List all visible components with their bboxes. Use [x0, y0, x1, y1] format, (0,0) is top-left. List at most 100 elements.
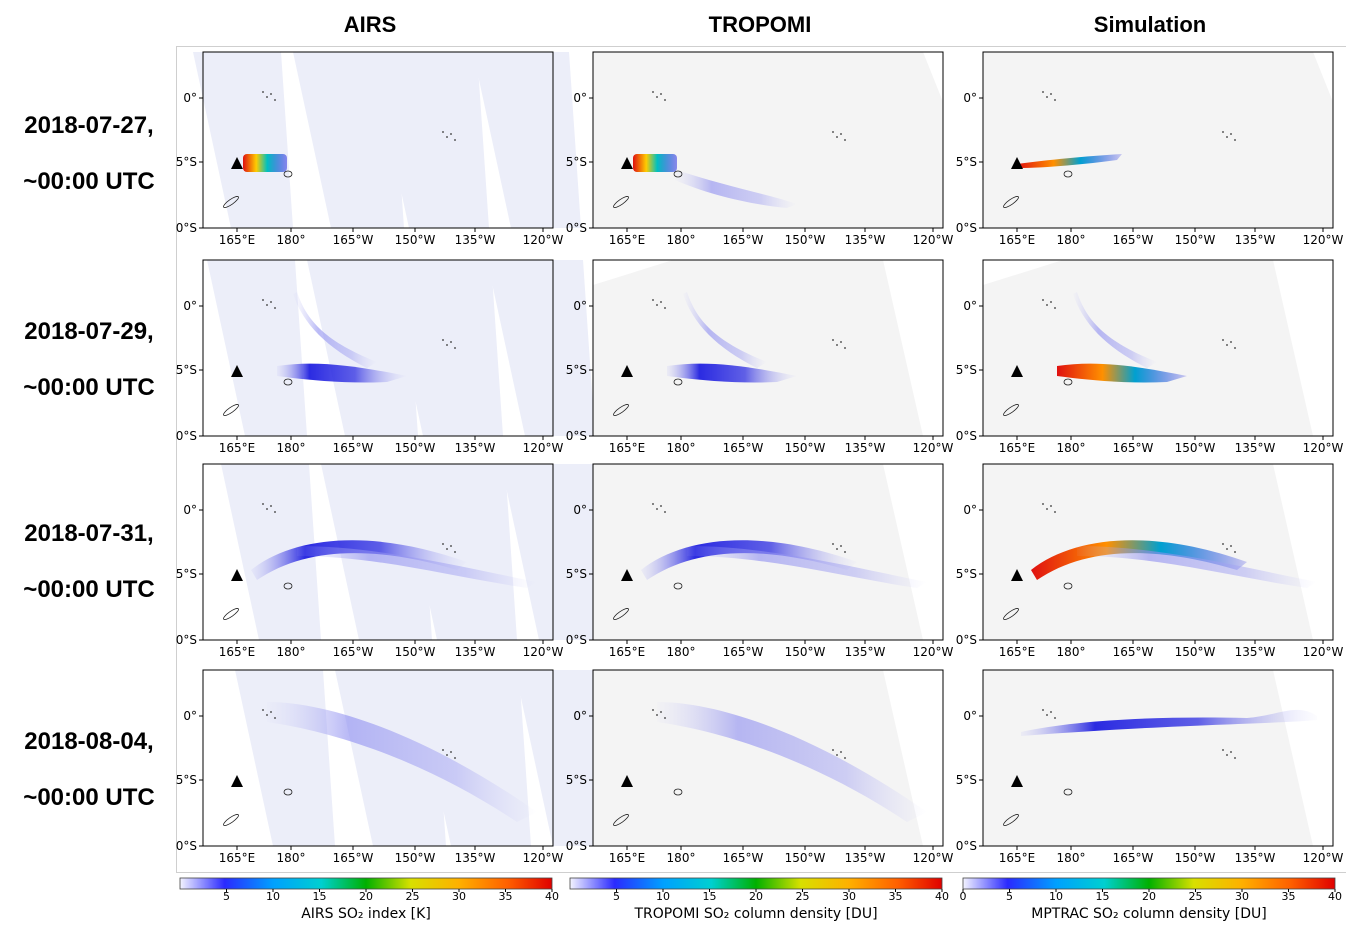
island-outline — [223, 608, 239, 620]
x-tick-label: 165°W — [333, 233, 374, 247]
island-dot — [652, 709, 654, 711]
island-dot — [1222, 543, 1224, 545]
island-dot — [1230, 341, 1232, 343]
island-outline — [613, 814, 629, 826]
y-tick-label: 0°S — [566, 429, 587, 443]
panel-frame — [982, 463, 1334, 641]
island-dot — [442, 131, 444, 133]
unobserved-area — [883, 464, 943, 640]
x-tick-label: 150°W — [395, 233, 436, 247]
row-label-4: 2018-08-04, ~00:00 UTC — [0, 714, 178, 826]
x-tick-label: 165°W — [723, 441, 764, 455]
y-tick-label: 0°S — [176, 839, 197, 853]
row-date: 2018-07-27, — [24, 112, 154, 139]
island-dot — [832, 543, 834, 545]
colorbar-tick-label: 40 — [1328, 890, 1342, 903]
island-outline — [283, 170, 293, 178]
so2-plume-tail — [1077, 546, 1317, 588]
x-tick-label: 150°W — [395, 441, 436, 455]
island-dot — [1222, 131, 1224, 133]
map-panel: 0° 5°S 0°S 165°E 180° 165°W 150°W 135°W 120°W — [176, 463, 609, 659]
island-dot — [840, 545, 842, 547]
island-dot — [1226, 136, 1228, 138]
so2-plume — [1021, 709, 1317, 736]
colorbar-tick-label: 40 — [935, 890, 949, 903]
island-outline — [223, 196, 239, 208]
x-tick-label: 135°W — [1235, 441, 1276, 455]
x-tick-label: 165°E — [999, 441, 1036, 455]
island-dot — [1054, 511, 1056, 513]
y-tick-label: 5°S — [566, 363, 587, 377]
island-dot — [446, 754, 448, 756]
y-tick-label: 0°S — [176, 633, 197, 647]
colorbar-tick-label: 15 — [1096, 890, 1110, 903]
island-dot — [664, 99, 666, 101]
x-tick-label: 165°E — [609, 441, 646, 455]
x-tick-label: 180° — [1057, 851, 1086, 865]
map-background — [983, 260, 1333, 436]
island-dot — [1046, 714, 1048, 716]
x-tick-label: 165°W — [333, 851, 374, 865]
island-dot — [652, 299, 654, 301]
island-outline — [613, 608, 629, 620]
y-tick-label: 0°S — [956, 221, 977, 235]
island-dot — [1050, 711, 1052, 713]
island-dot — [446, 344, 448, 346]
y-tick-label: 5°S — [176, 773, 197, 787]
island-dot — [1054, 99, 1056, 101]
y-tick-label: 5°S — [176, 363, 197, 377]
unobserved-area — [1273, 260, 1333, 436]
unobserved-area — [923, 52, 943, 102]
island-outline — [1003, 196, 1019, 208]
column-title-airs: AIRS — [343, 12, 397, 37]
y-tick-label: 0° — [183, 709, 197, 723]
volcano-marker — [621, 775, 633, 787]
volcano-marker — [231, 157, 243, 169]
x-tick-label: 120°W — [523, 233, 564, 247]
island-dot — [656, 714, 658, 716]
map-panel: 0° 5°S 0°S 165°E 180° 165°W 150°W 135°W 120°W — [176, 259, 595, 455]
island-outline — [1063, 170, 1073, 178]
island-dot — [652, 503, 654, 505]
map-background — [983, 52, 1333, 228]
volcano-marker — [1011, 775, 1023, 787]
x-tick-label: 165°W — [723, 233, 764, 247]
x-tick-label: 120°W — [523, 645, 564, 659]
y-tick-label: 5°S — [176, 155, 197, 169]
unobserved-area — [983, 260, 1063, 285]
map-panel: 0° 5°S 0°S 165°E 180° 165°W 150°W 135°W 120°W — [176, 669, 623, 865]
x-tick-label: 165°W — [1113, 851, 1154, 865]
island-dot — [656, 508, 658, 510]
y-tick-label: 0°S — [956, 839, 977, 853]
x-tick-label: 180° — [277, 645, 306, 659]
colorbar-tick-label: 5 — [613, 890, 620, 903]
island-dot — [1230, 133, 1232, 135]
island-dot — [442, 339, 444, 341]
x-tick-label: 135°W — [1235, 233, 1276, 247]
island-outline — [283, 378, 293, 386]
row-date: 2018-07-29, — [24, 318, 154, 345]
island-dot — [270, 505, 272, 507]
island-dot — [1234, 757, 1236, 759]
unobserved-area — [593, 260, 673, 285]
x-tick-label: 180° — [1057, 441, 1086, 455]
island-dot — [1234, 347, 1236, 349]
island-dot — [660, 93, 662, 95]
x-tick-label: 165°W — [333, 645, 374, 659]
x-tick-label: 150°W — [785, 851, 826, 865]
island-dot — [656, 304, 658, 306]
colorbar-ramp — [179, 877, 553, 890]
so2-plume — [667, 363, 797, 383]
row-label-3: 2018-07-31, ~00:00 UTC — [0, 506, 178, 618]
row-label-2: 2018-07-29, ~00:00 UTC — [0, 304, 178, 416]
colorbar-tick-label: 5 — [223, 890, 230, 903]
x-tick-label: 150°W — [395, 645, 436, 659]
y-tick-label: 0°S — [566, 633, 587, 647]
x-tick-label: 165°E — [609, 645, 646, 659]
y-tick-label: 0° — [963, 503, 977, 517]
volcano-marker — [231, 569, 243, 581]
island-outline — [1063, 378, 1073, 386]
so2-plume — [277, 363, 407, 383]
island-dot — [844, 551, 846, 553]
island-dot — [1222, 749, 1224, 751]
